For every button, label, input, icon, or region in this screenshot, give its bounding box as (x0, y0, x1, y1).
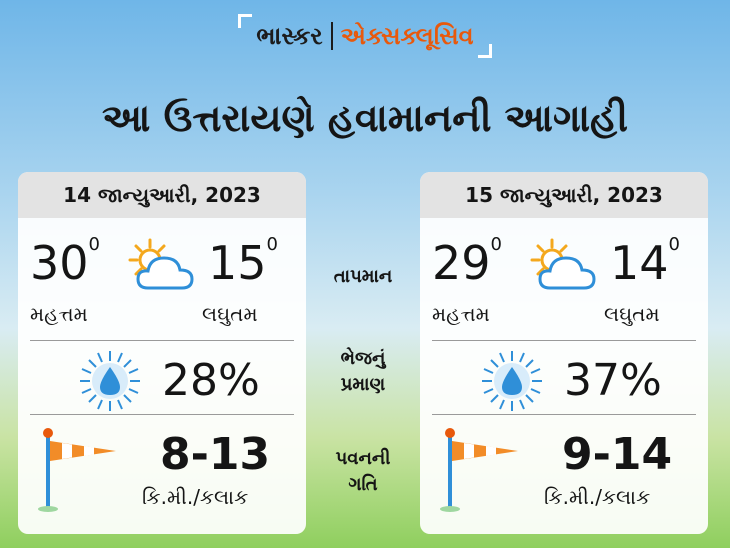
degree-mark: 0 (668, 234, 680, 255)
brand-corner-top-left (238, 14, 253, 28)
card-date: 15 જાન્યુઆરી, 2023 (420, 172, 708, 218)
partly-cloudy-icon (530, 238, 596, 290)
brand-header: ભાસ્કર એક્સક્લૂસિવ (0, 14, 730, 58)
windsock-icon (440, 428, 518, 512)
headline: આ ઉત્તરાયણે હવામાનની આગાહી (102, 96, 628, 140)
temperature-label: તાપમાન (333, 266, 393, 287)
min-temp: 150 (208, 234, 278, 290)
wind-speed-unit: કિ.મી./કલાક (544, 485, 651, 509)
max-temp-label: મહત્તમ (30, 302, 88, 326)
brand-separator (330, 22, 333, 50)
wind-label-1: પવનની (335, 448, 391, 469)
temperature-row: 290 મહત્તમ 140 લઘુતમ (432, 232, 696, 332)
brand-name: ભાસ્કર (256, 22, 323, 50)
max-temp-label: મહત્તમ (432, 302, 490, 326)
degree-mark: 0 (266, 234, 278, 255)
temperature-row: 300 મહત્તમ 150 લઘુતમ (30, 232, 294, 332)
min-temp-label: લઘુતમ (604, 302, 660, 326)
max-temp: 290 (432, 234, 502, 290)
wind-speed-value: 8-13 (160, 429, 271, 480)
humidity-label-1: ભેજનું (340, 348, 386, 369)
wind-row: 8-13 કિ.મી./કલાક (30, 414, 294, 524)
day-card-1: 14 જાન્યુઆરી, 2023 300 મહત્તમ 150 લઘુતમ (18, 172, 306, 534)
brand-tag: એક્સક્લૂસિવ (340, 22, 474, 50)
degree-mark: 0 (490, 234, 502, 255)
wind-label-2: ગતિ (348, 474, 378, 495)
water-drop-icon (80, 351, 140, 411)
humidity-value: 28% (162, 355, 260, 406)
partly-cloudy-icon (128, 238, 194, 290)
wind-row: 9-14 કિ.મી./કલાક (432, 414, 696, 524)
windsock-icon (38, 428, 116, 512)
wind-speed-unit: કિ.મી./કલાક (142, 485, 249, 509)
min-temp-label: લઘુતમ (202, 302, 258, 326)
humidity-row: 28% (30, 340, 294, 414)
water-drop-icon (482, 351, 542, 411)
day-card-2: 15 જાન્યુઆરી, 2023 290 મહત્તમ 140 લઘુતમ (420, 172, 708, 534)
humidity-row: 37% (432, 340, 696, 414)
card-date: 14 જાન્યુઆરી, 2023 (18, 172, 306, 218)
min-temp: 140 (610, 234, 680, 290)
humidity-value: 37% (564, 355, 662, 406)
degree-mark: 0 (88, 234, 100, 255)
wind-speed-value: 9-14 (562, 429, 673, 480)
max-temp: 300 (30, 234, 100, 290)
humidity-label-2: પ્રમાણ (340, 374, 386, 395)
brand-box: ભાસ્કર એક્સક્લૂસિવ (238, 14, 492, 58)
brand-corner-bottom-right (477, 44, 492, 58)
